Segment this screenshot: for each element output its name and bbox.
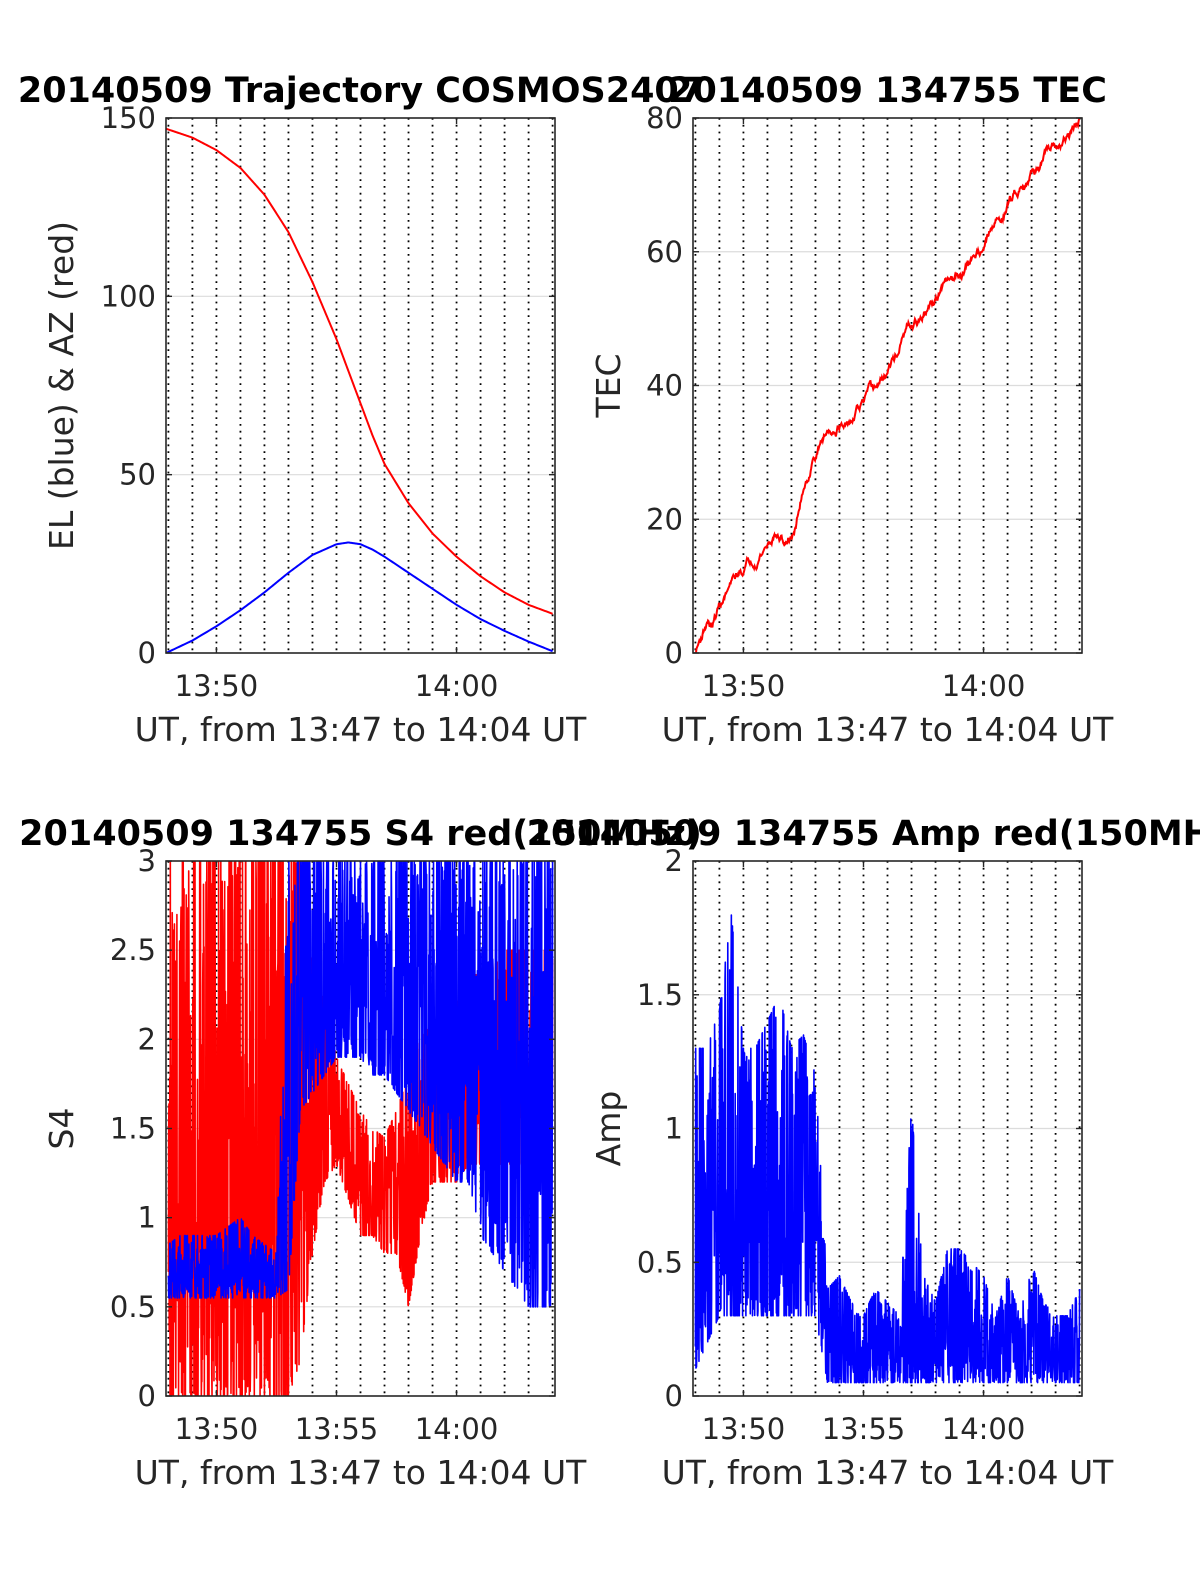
y-tick-label: 80 bbox=[646, 101, 683, 135]
y-tick-label: 60 bbox=[646, 235, 683, 269]
x-axis-label: UT, from 13:47 to 14:04 UT bbox=[135, 1453, 588, 1492]
y-tick-label: 150 bbox=[101, 101, 156, 135]
axes-box bbox=[165, 117, 556, 654]
x-axis-label: UT, from 13:47 to 14:04 UT bbox=[662, 710, 1115, 749]
x-tick-label: 14:00 bbox=[415, 1412, 499, 1446]
y-tick-label: 0.5 bbox=[637, 1245, 683, 1279]
chart-3: 0 0.5 1 1.5 2 2.5 3 13:50 13:55 14:00 UT, from 13:… bbox=[42, 844, 587, 1492]
x-axis-label: UT, from 13:47 to 14:04 UT bbox=[135, 710, 588, 749]
x-tick-label: 13:55 bbox=[295, 1412, 379, 1446]
y-tick-label: 3 bbox=[138, 844, 156, 878]
series-line bbox=[694, 118, 1081, 653]
y-tick-label: 20 bbox=[646, 502, 683, 536]
y-tick-label: 1.5 bbox=[637, 978, 683, 1012]
series-line bbox=[166, 127, 553, 615]
y-tick-label: 0 bbox=[665, 636, 683, 670]
y-tick-label: 0 bbox=[138, 636, 156, 670]
y-tick-label: 2 bbox=[138, 1022, 156, 1056]
x-tick-label: 14:00 bbox=[415, 669, 499, 703]
series-line bbox=[166, 541, 553, 653]
x-axis-label: UT, from 13:47 to 14:04 UT bbox=[662, 1453, 1115, 1492]
y-tick-label: 50 bbox=[119, 458, 156, 492]
y-axis-label: EL (blue) & AZ (red) bbox=[42, 221, 81, 550]
x-tick-label: 13:50 bbox=[175, 669, 259, 703]
chart-2: 0 20 40 60 80 13:50 14:00 UT, from 13:47 to 14:… bbox=[589, 101, 1114, 749]
y-axis-label: TEC bbox=[589, 353, 628, 418]
y-axis-label: S4 bbox=[42, 1108, 81, 1150]
chart-title: 20140509 134755 TEC bbox=[668, 71, 1107, 111]
x-tick-label: 13:50 bbox=[702, 669, 786, 703]
y-tick-label: 100 bbox=[101, 279, 156, 313]
y-tick-label: 40 bbox=[646, 369, 683, 403]
x-tick-label: 13:55 bbox=[822, 1412, 906, 1446]
x-tick-label: 13:50 bbox=[702, 1412, 786, 1446]
y-tick-label: 1 bbox=[138, 1201, 156, 1235]
series-line bbox=[167, 861, 554, 1308]
chart-1: 0 50 100 150 13:50 14:00 UT, from 13:47 to 14:… bbox=[42, 101, 587, 749]
x-tick-label: 13:50 bbox=[175, 1412, 259, 1446]
chart-title: 20140509 134755 S4 red(150MHz) bbox=[19, 814, 702, 854]
chart-title: 20140509 Trajectory COSMOS2407 bbox=[18, 71, 703, 111]
y-tick-label: 0.5 bbox=[110, 1290, 156, 1324]
series-line bbox=[694, 914, 1081, 1384]
x-tick-label: 14:00 bbox=[942, 669, 1026, 703]
y-tick-label: 2.5 bbox=[110, 933, 156, 967]
y-tick-label: 1 bbox=[665, 1112, 683, 1146]
y-axis-label: Amp bbox=[589, 1091, 628, 1167]
y-tick-label: 0 bbox=[665, 1379, 683, 1413]
chart-4: 0 0.5 1 1.5 2 13:50 13:55 14:00 UT, from 13:47 t… bbox=[589, 844, 1114, 1492]
x-tick-label: 14:00 bbox=[942, 1412, 1026, 1446]
y-tick-label: 0 bbox=[138, 1379, 156, 1413]
chart-title: 20140509 134755 Amp red(150MHz) bbox=[527, 814, 1200, 854]
y-tick-label: 2 bbox=[665, 844, 683, 878]
y-tick-label: 1.5 bbox=[110, 1112, 156, 1146]
